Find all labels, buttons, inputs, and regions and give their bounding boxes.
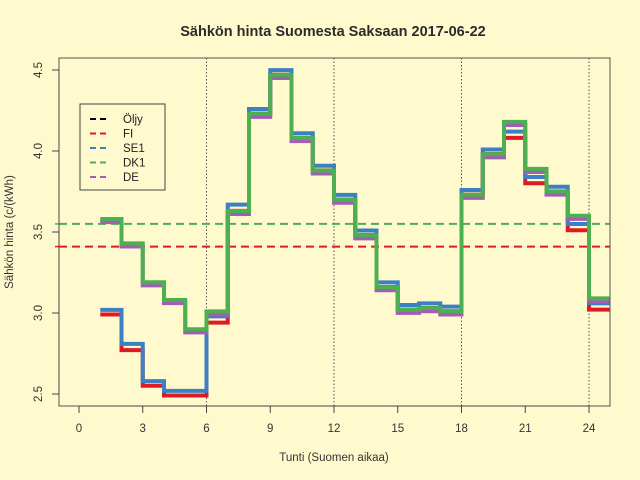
x-tick-label: 6 (203, 423, 209, 435)
x-tick-label: 15 (391, 423, 404, 435)
x-axis-label: Tunti (Suomen aikaa) (279, 452, 389, 464)
x-tick-label: 0 (76, 423, 82, 435)
y-tick-label: 4.0 (33, 143, 45, 159)
y-tick-label: 2.5 (33, 386, 45, 402)
y-axis: 2.5 3.0 3.5 4.0 4.5 (33, 62, 60, 402)
x-tick-label: 18 (455, 423, 468, 435)
x-tick-label: 12 (328, 423, 341, 435)
x-tick-label: 21 (519, 423, 532, 435)
y-tick-label: 4.5 (33, 62, 45, 78)
x-tick-label: 24 (583, 423, 596, 435)
y-tick-label: 3.0 (33, 305, 45, 321)
legend-label: DE (123, 172, 139, 184)
legend-label: SE1 (123, 143, 145, 155)
y-axis-label: Sähkön hinta (c/(kWh) (4, 175, 16, 289)
y-tick-label: 3.5 (33, 224, 45, 240)
x-axis: 0 3 6 9 12 15 18 21 24 (76, 405, 596, 435)
legend-label: DK1 (123, 158, 145, 170)
series-dk1-line (100, 72, 611, 332)
legend-label: Öljy (123, 114, 143, 126)
x-tick-label: 9 (267, 423, 273, 435)
legend-label: FI (123, 129, 133, 141)
x-tick-label: 3 (140, 423, 146, 435)
legend: Öljy FI SE1 DK1 DE (79, 103, 166, 191)
plot-area (59, 58, 611, 406)
chart-title: Sähkön hinta Suomesta Saksaan 2017-06-22 (180, 24, 485, 40)
